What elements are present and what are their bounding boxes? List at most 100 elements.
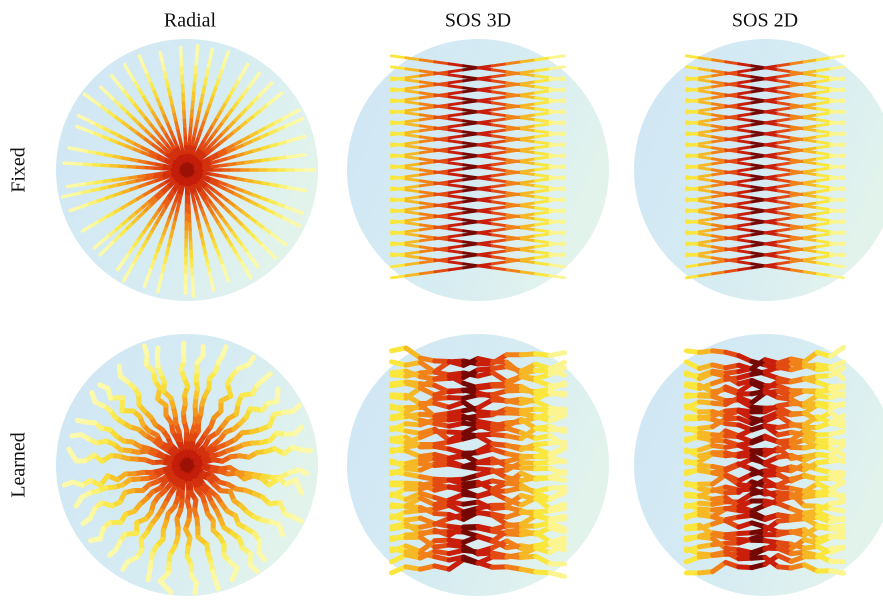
- trajectory: [492, 130, 506, 132]
- trajectory: [700, 153, 713, 155]
- trajectory: [406, 223, 420, 225]
- trajectory: [713, 126, 726, 128]
- trajectory: [507, 270, 521, 272]
- trajectory: [686, 133, 699, 135]
- trajectory: [521, 239, 535, 241]
- trajectory: [713, 71, 726, 73]
- trajectory: [804, 162, 817, 164]
- trajectory: [521, 206, 535, 208]
- trajectory: [778, 229, 791, 231]
- trajectory: [435, 183, 449, 185]
- trajectory: [726, 95, 739, 97]
- trajectory: [804, 225, 817, 227]
- trajectory: [686, 67, 699, 69]
- trajectory: [817, 91, 830, 93]
- trajectory: [420, 115, 434, 117]
- trajectory: [435, 270, 449, 272]
- trajectory: [817, 168, 830, 170]
- column-title: SOS 2D: [732, 10, 798, 32]
- trajectory: [726, 216, 739, 218]
- trajectory: [521, 71, 535, 73]
- trajectory: [160, 53, 162, 61]
- trajectory: [739, 125, 752, 127]
- trajectory: [550, 276, 564, 278]
- trajectory: [279, 525, 282, 535]
- trajectory: [464, 101, 478, 103]
- trajectory: [449, 180, 463, 182]
- trajectory: [449, 163, 463, 165]
- trajectory: [478, 110, 492, 112]
- trajectory: [804, 228, 817, 230]
- trajectory: [492, 147, 506, 149]
- trajectory: [406, 230, 420, 232]
- trajectory: [536, 190, 550, 192]
- trajectory: [778, 119, 791, 121]
- trajectory: [420, 159, 434, 161]
- trajectory: [435, 62, 449, 64]
- trajectory: [831, 431, 844, 434]
- trajectory: [420, 247, 434, 249]
- trajectory: [536, 76, 550, 78]
- trajectory: [392, 265, 406, 267]
- trajectory: [464, 266, 478, 268]
- trajectory: [449, 108, 463, 110]
- trajectory: [550, 573, 564, 577]
- trajectory: [831, 122, 844, 124]
- trajectory: [420, 195, 434, 197]
- trajectory: [406, 146, 420, 148]
- trajectory: [817, 274, 830, 276]
- trajectory: [765, 154, 778, 156]
- trajectory: [752, 145, 765, 147]
- trajectory: [536, 98, 550, 100]
- trajectory: [804, 236, 817, 238]
- trajectory: [492, 103, 506, 105]
- trajectory: [435, 249, 449, 251]
- trajectory: [791, 117, 804, 119]
- trajectory: [686, 254, 699, 256]
- trajectory: [713, 203, 726, 205]
- trajectory: [726, 84, 739, 86]
- trajectory: [435, 161, 449, 163]
- trajectory: [739, 169, 752, 171]
- trajectory: [791, 139, 804, 141]
- trajectory: [739, 202, 752, 204]
- trajectory: [449, 152, 463, 154]
- trajectory: [739, 114, 752, 116]
- trajectory: [521, 225, 535, 227]
- trajectory: [536, 245, 550, 247]
- trajectory: [550, 100, 564, 102]
- trajectory: [739, 147, 752, 149]
- trajectory: [420, 214, 434, 216]
- trajectory: [791, 270, 804, 272]
- trajectory: [778, 196, 791, 198]
- trajectory: [752, 189, 765, 191]
- trajectory: [550, 177, 564, 179]
- trajectory: [765, 264, 778, 266]
- trajectory: [72, 435, 81, 436]
- trajectory: [449, 114, 463, 116]
- trajectory: [449, 240, 463, 242]
- trajectory: [831, 529, 844, 531]
- trajectory: [739, 180, 752, 182]
- trajectory: [536, 197, 550, 199]
- trajectory: [550, 442, 564, 443]
- trajectory: [739, 86, 752, 88]
- trajectory: [686, 111, 699, 113]
- trajectory: [406, 186, 420, 188]
- trajectory: [804, 137, 817, 139]
- trajectory: [392, 67, 406, 69]
- trajectory: [831, 518, 844, 522]
- trajectory: [449, 81, 463, 83]
- column-title: SOS 3D: [445, 10, 511, 32]
- trajectory: [449, 158, 463, 160]
- trajectory: [804, 272, 817, 274]
- trajectory: [550, 111, 564, 113]
- trajectory: [778, 114, 791, 116]
- trajectory: [713, 93, 726, 95]
- trajectory: [550, 429, 564, 430]
- trajectory: [726, 106, 739, 108]
- trajectory: [420, 181, 434, 183]
- trajectory: [550, 353, 564, 356]
- trajectory: [406, 102, 420, 104]
- trajectory: [492, 141, 506, 143]
